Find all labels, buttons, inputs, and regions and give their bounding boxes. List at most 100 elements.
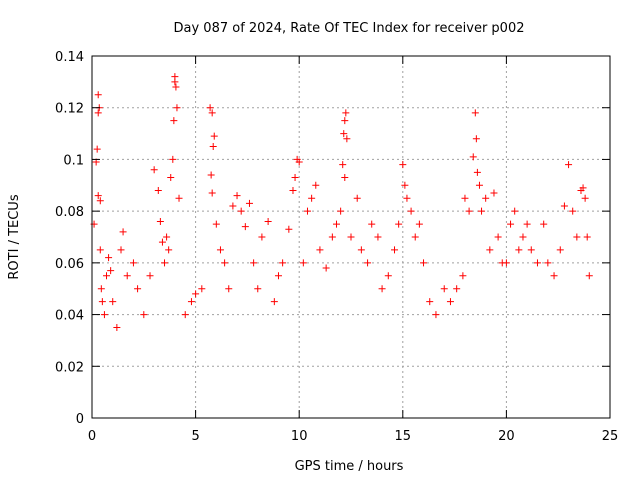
data-point	[432, 311, 440, 319]
data-point	[161, 259, 169, 267]
data-point	[94, 192, 102, 200]
data-point	[403, 194, 411, 202]
data-point	[507, 220, 515, 228]
data-point	[353, 194, 361, 202]
data-point	[237, 207, 245, 215]
data-point	[341, 174, 349, 182]
data-point	[569, 207, 577, 215]
data-point	[210, 132, 218, 140]
data-points	[90, 73, 593, 331]
data-point	[285, 225, 293, 233]
data-point	[94, 91, 102, 99]
data-point	[163, 233, 171, 241]
data-point	[556, 246, 564, 254]
data-point	[100, 311, 108, 319]
y-tick-label: 0.1	[63, 153, 84, 168]
data-point	[581, 194, 589, 202]
x-tick-label: 5	[191, 429, 199, 444]
data-point	[173, 104, 181, 112]
data-point	[97, 285, 105, 293]
data-point	[308, 194, 316, 202]
plot-frame	[91, 55, 611, 419]
data-point	[573, 233, 581, 241]
data-point	[175, 194, 183, 202]
data-point	[171, 73, 179, 81]
data-point	[129, 259, 137, 267]
data-point	[295, 158, 303, 166]
data-point	[279, 259, 287, 267]
data-point	[459, 272, 467, 280]
data-point	[169, 155, 177, 163]
data-point	[93, 145, 101, 153]
data-point	[158, 238, 166, 246]
data-point	[478, 207, 486, 215]
data-point	[357, 246, 365, 254]
data-point	[544, 259, 552, 267]
data-point	[94, 109, 102, 117]
data-point	[208, 189, 216, 197]
data-point	[103, 272, 111, 280]
data-point	[341, 117, 349, 125]
data-point	[579, 184, 587, 192]
data-point	[134, 285, 142, 293]
data-point	[378, 285, 386, 293]
data-point	[471, 109, 479, 117]
data-point	[254, 285, 262, 293]
data-point	[241, 223, 249, 231]
data-point	[490, 189, 498, 197]
data-point	[440, 285, 448, 293]
data-point	[207, 171, 215, 179]
data-point	[303, 207, 311, 215]
data-point	[229, 202, 237, 210]
data-point	[165, 246, 173, 254]
data-point	[407, 207, 415, 215]
data-point	[527, 246, 535, 254]
y-tick-label: 0.02	[55, 360, 84, 375]
data-point	[109, 298, 117, 306]
axis-ticks: 0 0.02 0.04 0.06 0.08 0.1 0.12 0.14 0 5 10 15 20 25	[55, 50, 618, 444]
data-point	[250, 259, 258, 267]
data-point	[264, 217, 272, 225]
data-point	[523, 220, 531, 228]
data-point	[391, 246, 399, 254]
data-point	[167, 174, 175, 182]
data-point	[347, 233, 355, 241]
data-point	[291, 174, 299, 182]
x-tick-label: 0	[88, 429, 96, 444]
x-axis-label: GPS time / hours	[295, 459, 404, 474]
data-point	[117, 246, 125, 254]
data-point	[206, 104, 214, 112]
data-point	[550, 272, 558, 280]
data-point	[140, 311, 148, 319]
data-point	[107, 267, 115, 275]
grid-lines	[92, 56, 610, 418]
data-point	[426, 298, 434, 306]
data-point	[519, 233, 527, 241]
data-point	[172, 83, 180, 91]
data-point	[154, 186, 162, 194]
data-point	[374, 233, 382, 241]
data-point	[469, 153, 477, 161]
data-point	[420, 259, 428, 267]
data-point	[473, 168, 481, 176]
data-point	[343, 135, 351, 143]
data-point	[113, 324, 121, 331]
data-point	[342, 109, 350, 117]
data-point	[411, 233, 419, 241]
x-tick-label: 10	[291, 429, 308, 444]
data-point	[364, 259, 372, 267]
data-point	[105, 254, 113, 262]
data-point	[560, 202, 568, 210]
data-point	[312, 181, 320, 189]
y-axis-label: ROTI / TECUs	[7, 194, 22, 279]
data-point	[475, 181, 483, 189]
data-point	[221, 259, 229, 267]
data-point	[187, 298, 195, 306]
chart-title: Day 087 of 2024, Rate Of TEC Index for r…	[174, 21, 525, 36]
data-point	[245, 199, 253, 207]
data-point	[192, 290, 200, 298]
data-point	[395, 220, 403, 228]
data-point	[368, 220, 376, 228]
data-point	[233, 192, 241, 200]
